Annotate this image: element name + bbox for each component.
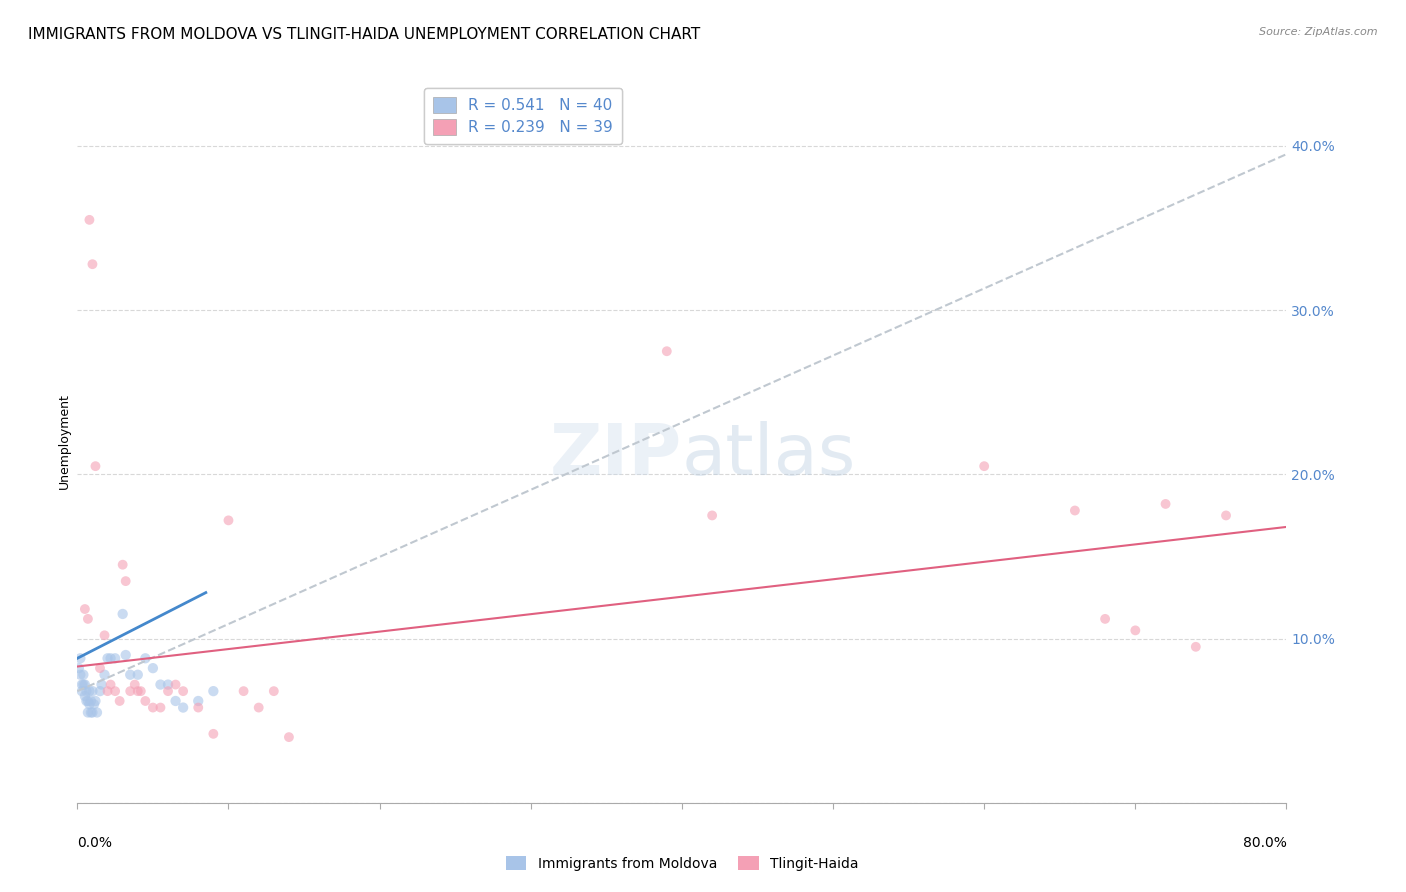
Point — [82, 684, 104, 698]
Point — [100, 651, 122, 665]
Point — [67, 661, 90, 675]
Point — [202, 727, 225, 741]
Point — [202, 684, 225, 698]
Point — [75, 684, 97, 698]
Point — [79, 698, 101, 712]
Point — [187, 694, 209, 708]
Point — [75, 694, 97, 708]
Point — [247, 700, 270, 714]
Point — [702, 508, 724, 523]
Point — [73, 689, 96, 703]
Point — [149, 677, 172, 691]
Point — [72, 677, 94, 691]
Point — [134, 694, 156, 708]
Point — [108, 694, 131, 708]
Point — [142, 700, 165, 714]
Point — [124, 677, 146, 691]
Point — [93, 667, 115, 681]
Point — [77, 612, 100, 626]
Point — [69, 651, 91, 665]
Point — [84, 694, 107, 708]
Point — [70, 684, 93, 698]
Point — [134, 651, 156, 665]
Point — [157, 677, 180, 691]
Point — [232, 684, 254, 698]
Point — [1184, 640, 1206, 654]
Text: atlas: atlas — [682, 422, 856, 491]
Point — [82, 706, 104, 720]
Point — [89, 684, 111, 698]
Point — [157, 684, 180, 698]
Point — [90, 677, 112, 691]
Point — [1123, 624, 1146, 638]
Text: Source: ZipAtlas.com: Source: ZipAtlas.com — [1260, 27, 1378, 37]
Point — [120, 684, 142, 698]
Point — [120, 667, 142, 681]
Point — [89, 661, 111, 675]
Point — [93, 628, 115, 642]
Point — [114, 648, 136, 662]
Point — [104, 684, 127, 698]
Point — [1215, 508, 1237, 523]
Point — [80, 694, 103, 708]
Point — [77, 694, 100, 708]
Text: 80.0%: 80.0% — [1243, 836, 1286, 850]
Point — [172, 700, 194, 714]
Point — [1094, 612, 1116, 626]
Point — [149, 700, 172, 714]
Legend: Immigrants from Moldova, Tlingit-Haida: Immigrants from Moldova, Tlingit-Haida — [501, 850, 863, 876]
Point — [79, 212, 101, 227]
Point — [1154, 497, 1177, 511]
Point — [96, 684, 118, 698]
Point — [263, 684, 285, 698]
Point — [114, 574, 136, 588]
Point — [127, 684, 149, 698]
Point — [73, 602, 96, 616]
Point — [69, 667, 91, 681]
Point — [100, 677, 122, 691]
Point — [129, 684, 152, 698]
Point — [84, 459, 107, 474]
Point — [83, 698, 105, 712]
Point — [86, 706, 108, 720]
Point — [77, 706, 100, 720]
Point — [80, 706, 103, 720]
Point — [655, 344, 678, 359]
Point — [70, 677, 93, 691]
Text: IMMIGRANTS FROM MOLDOVA VS TLINGIT-HAIDA UNEMPLOYMENT CORRELATION CHART: IMMIGRANTS FROM MOLDOVA VS TLINGIT-HAIDA… — [28, 27, 700, 42]
Point — [973, 459, 995, 474]
Point — [96, 651, 118, 665]
Point — [165, 694, 187, 708]
Point — [72, 667, 94, 681]
Point — [165, 677, 187, 691]
Point — [82, 257, 104, 271]
Point — [187, 700, 209, 714]
Point — [142, 661, 165, 675]
Point — [111, 607, 134, 621]
Point — [127, 667, 149, 681]
Point — [73, 677, 96, 691]
Y-axis label: Unemployment: Unemployment — [58, 393, 70, 490]
Point — [278, 730, 301, 744]
Text: 0.0%: 0.0% — [77, 836, 112, 850]
Text: ZIP: ZIP — [550, 422, 682, 491]
Point — [104, 651, 127, 665]
Point — [111, 558, 134, 572]
Point — [172, 684, 194, 698]
Point — [79, 684, 101, 698]
Point — [218, 513, 240, 527]
Point — [1064, 503, 1087, 517]
Legend: R = 0.541   N = 40, R = 0.239   N = 39: R = 0.541 N = 40, R = 0.239 N = 39 — [423, 88, 621, 145]
